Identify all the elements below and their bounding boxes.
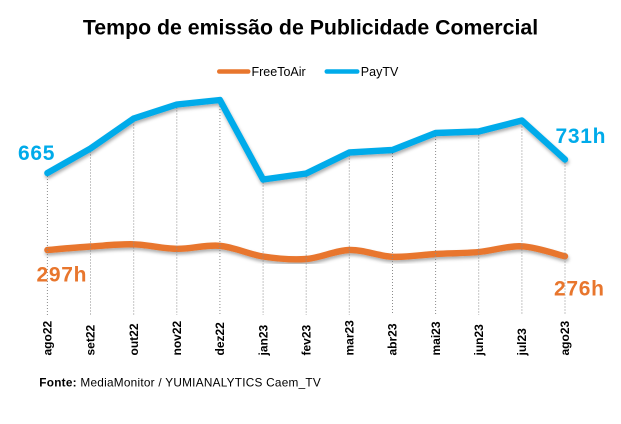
- svg-text:fev23: fev23: [299, 324, 313, 355]
- svg-text:set22: set22: [84, 324, 98, 355]
- svg-text:jul23: jul23: [515, 328, 529, 357]
- svg-text:PayTV: PayTV: [361, 65, 399, 79]
- svg-text:Tempo de emissão de Publicidad: Tempo de emissão de Publicidade Comercia…: [83, 16, 538, 40]
- svg-text:ago22: ago22: [41, 320, 55, 355]
- svg-text:jan23: jan23: [256, 324, 270, 356]
- svg-text:mar23: mar23: [343, 320, 357, 356]
- svg-text:jun23: jun23: [472, 324, 486, 357]
- svg-text:665: 665: [18, 142, 55, 165]
- svg-text:abr23: abr23: [386, 323, 400, 355]
- svg-text:out22: out22: [127, 323, 141, 355]
- svg-text:nov22: nov22: [170, 320, 184, 355]
- svg-text:dez22: dez22: [213, 322, 227, 356]
- svg-text:mai23: mai23: [429, 321, 443, 355]
- svg-text:731h: 731h: [556, 125, 607, 148]
- svg-text:FreeToAir: FreeToAir: [252, 65, 306, 79]
- svg-text:276h: 276h: [554, 278, 605, 301]
- svg-text:ago23: ago23: [558, 320, 572, 355]
- svg-text:Fonte: MediaMonitor / YUMIANAL: Fonte: MediaMonitor / YUMIANALYTICS Caem…: [39, 375, 321, 389]
- svg-text:297h: 297h: [37, 264, 88, 287]
